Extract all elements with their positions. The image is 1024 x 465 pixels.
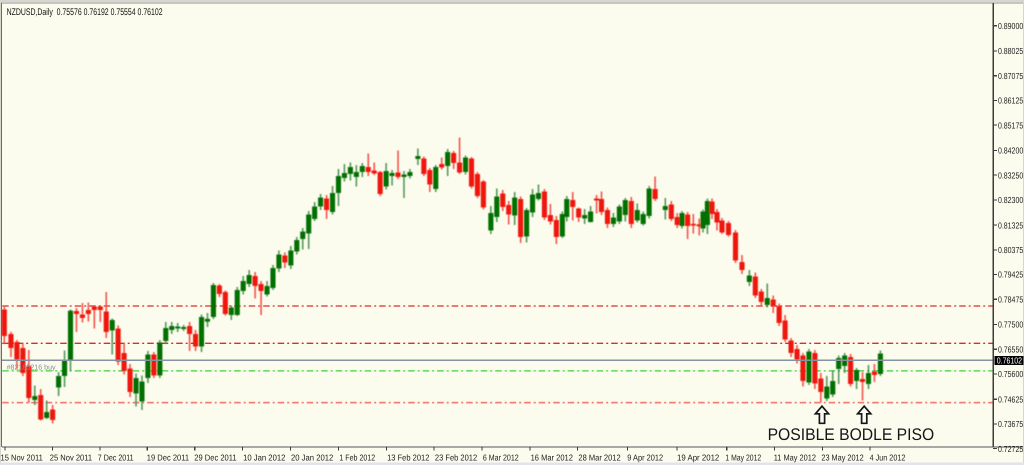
svg-text:NZDUSD,Daily 0.75576 0.76192: NZDUSD,Daily 0.75576 0.76192 0.75554 0.7… bbox=[7, 7, 163, 18]
svg-text:0.77500: 0.77500 bbox=[998, 320, 1023, 330]
svg-text:25 Nov 2011: 25 Nov 2011 bbox=[50, 453, 92, 463]
svg-text:13 Feb 2012: 13 Feb 2012 bbox=[387, 453, 429, 463]
svg-text:4 Jun 2012: 4 Jun 2012 bbox=[870, 453, 906, 463]
svg-text:0.86125: 0.86125 bbox=[998, 96, 1023, 106]
svg-text:0.84200: 0.84200 bbox=[998, 146, 1023, 156]
svg-text:6 Mar 2012: 6 Mar 2012 bbox=[483, 453, 519, 463]
svg-text:0.79425: 0.79425 bbox=[998, 270, 1023, 280]
svg-text:0.78475: 0.78475 bbox=[998, 294, 1023, 304]
svg-text:20 Jan 2012: 20 Jan 2012 bbox=[291, 453, 333, 463]
svg-text:23 Feb 2012: 23 Feb 2012 bbox=[435, 453, 477, 463]
svg-text:10 Jan 2012: 10 Jan 2012 bbox=[243, 453, 285, 463]
svg-text:0.72725: 0.72725 bbox=[998, 444, 1023, 454]
svg-text:0.74625: 0.74625 bbox=[998, 394, 1023, 404]
svg-text:0.82300: 0.82300 bbox=[998, 195, 1023, 205]
svg-text:0.76102: 0.76102 bbox=[997, 355, 1022, 365]
svg-text:0.89000: 0.89000 bbox=[998, 21, 1023, 31]
svg-text:0.81325: 0.81325 bbox=[998, 220, 1023, 230]
svg-text:15 Nov 2011: 15 Nov 2011 bbox=[1, 453, 43, 463]
svg-text:1 May 2012: 1 May 2012 bbox=[725, 453, 761, 463]
svg-text:#82185216 buy: #82185216 buy bbox=[7, 363, 56, 372]
svg-text:0.85175: 0.85175 bbox=[998, 120, 1023, 130]
svg-text:0.87075: 0.87075 bbox=[998, 71, 1023, 81]
svg-text:0.75600: 0.75600 bbox=[998, 369, 1023, 379]
svg-text:0.73675: 0.73675 bbox=[998, 419, 1023, 429]
svg-text:9 Apr 2012: 9 Apr 2012 bbox=[627, 453, 663, 463]
svg-text:19 Apr 2012: 19 Apr 2012 bbox=[677, 453, 719, 463]
svg-text:0.76550: 0.76550 bbox=[998, 344, 1023, 354]
svg-text:0.80375: 0.80375 bbox=[998, 245, 1023, 255]
svg-text:28 Mar 2012: 28 Mar 2012 bbox=[578, 453, 620, 463]
svg-text:1 Feb 2012: 1 Feb 2012 bbox=[339, 453, 375, 463]
svg-text:0.83250: 0.83250 bbox=[998, 170, 1023, 180]
svg-text:POSIBLE BODLE PISO: POSIBLE BODLE PISO bbox=[768, 425, 935, 444]
svg-text:11 May 2012: 11 May 2012 bbox=[774, 453, 816, 463]
svg-text:16 Mar 2012: 16 Mar 2012 bbox=[531, 453, 573, 463]
svg-text:23 May 2012: 23 May 2012 bbox=[821, 453, 863, 463]
svg-text:7 Dec 2011: 7 Dec 2011 bbox=[98, 453, 134, 463]
svg-text:19 Dec 2011: 19 Dec 2011 bbox=[147, 453, 189, 463]
svg-text:0.88025: 0.88025 bbox=[998, 46, 1023, 56]
svg-text:29 Dec 2011: 29 Dec 2011 bbox=[194, 453, 236, 463]
